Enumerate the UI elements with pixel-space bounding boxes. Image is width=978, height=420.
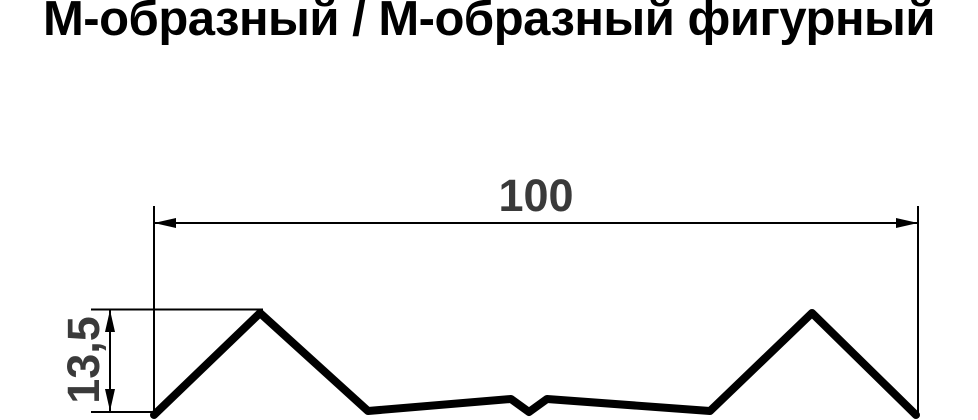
- profile-outline: [150, 309, 920, 419]
- height-dimension-label: 13,5: [58, 316, 109, 404]
- height-arrowhead-top-icon: [105, 310, 115, 332]
- page-title: М-образный / М-образный фигурный: [42, 0, 936, 46]
- width-dimension-label: 100: [498, 170, 573, 221]
- width-arrowhead-right-icon: [896, 218, 918, 228]
- width-arrowhead-left-icon: [154, 218, 176, 228]
- height-arrowhead-bottom-icon: [105, 389, 115, 411]
